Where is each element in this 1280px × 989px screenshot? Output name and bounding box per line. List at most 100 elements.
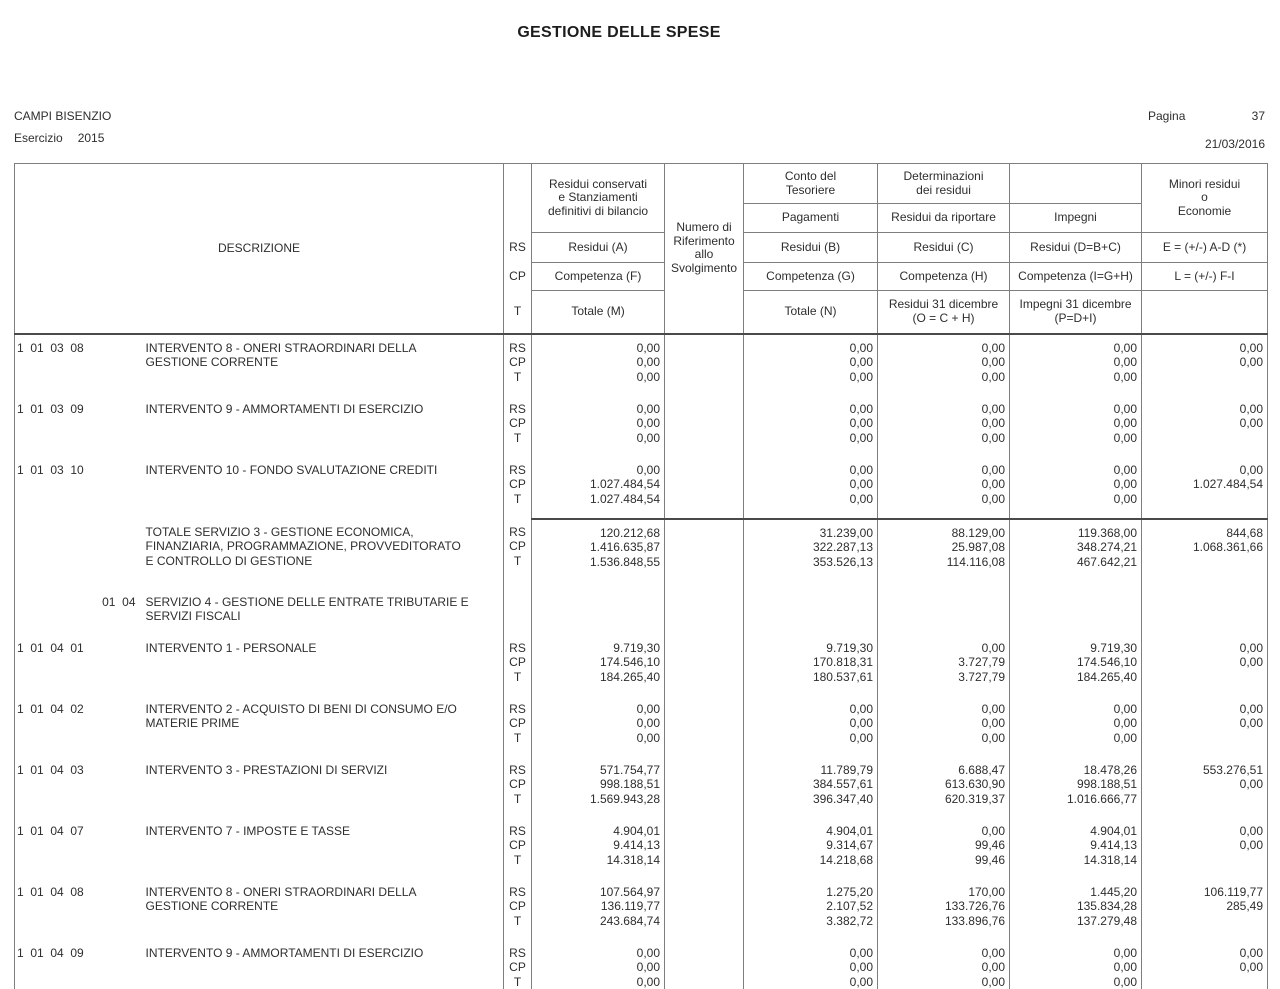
col-b-values: 11.789,79 384.557,61 396.347,40: [743, 756, 878, 818]
col-d-values: 9.719,30 174.546,10 184.265,40: [1009, 634, 1142, 696]
col-b-values: 1.275,20 2.107,52 3.382,72: [743, 878, 878, 940]
header-col-b-cp: Competenza (G): [743, 262, 878, 291]
col-riferimento-cell: [664, 588, 744, 635]
row-description: TOTALE SERVIZIO 3 - GESTIONE ECONOMICA, …: [145, 524, 461, 568]
col-d-values: 0,00 0,00 0,00: [1009, 939, 1142, 989]
table-row: 1 01 04 08 INTERVENTO 8 - ONERI STRAORDIN…: [15, 878, 1268, 940]
header-col-d-rs: Residui (D=B+C): [1009, 232, 1142, 263]
col-riferimento-cell: [664, 939, 744, 989]
row-description: INTERVENTO 9 - AMMORTAMENTI DI ESERCIZIO: [145, 401, 424, 416]
exercise-value: 2015: [77, 131, 105, 145]
col-e-values: 0,00 0,00: [1141, 939, 1268, 989]
row-line-labels: RS CP T: [503, 333, 532, 396]
col-riferimento-cell: [664, 333, 744, 396]
col-b-values: 0,00 0,00 0,00: [743, 456, 878, 519]
header-col-b-title: Conto del Tesoriere: [743, 163, 878, 204]
col-e-values: 106.119,77 285,49: [1141, 878, 1268, 940]
col-c-values: 0,00 3.727,79 3.727,79: [877, 634, 1010, 696]
col-b-values: 9.719,30 170.818,31 180.537,61: [743, 634, 878, 696]
header-col-c-cp: Competenza (H): [877, 262, 1010, 291]
header-col-a-t: Totale (M): [531, 290, 665, 335]
col-a-values: 9.719,30 174.546,10 184.265,40: [531, 634, 665, 696]
header-col-a-rs: Residui (A): [531, 232, 665, 263]
col-c-values: 0,00 0,00 0,00: [877, 333, 1010, 396]
row-description: INTERVENTO 8 - ONERI STRAORDINARI DELLA …: [145, 884, 416, 914]
col-e-values: 844,68 1.068.361,66: [1141, 517, 1268, 589]
row-line-labels: RS CP T: [503, 756, 532, 818]
row-line-labels: RS CP T: [503, 817, 532, 879]
document-title: GESTIONE DELLE SPESE: [517, 24, 721, 41]
col-riferimento-cell: [664, 517, 744, 589]
row-code: 1 01 03 09: [17, 401, 84, 416]
header-t-label: T: [503, 290, 532, 335]
col-c-values: 170,00 133.726,76 133.896,76: [877, 878, 1010, 940]
row-line-labels: [503, 588, 532, 635]
row-code: 1 01 04 01: [17, 640, 84, 655]
col-d-values: 119.368,00 348.274,21 467.642,21: [1009, 517, 1142, 589]
page-number-line: Pagina 37: [1148, 109, 1265, 123]
col-e-values: 0,00 0,00: [1141, 817, 1268, 879]
col-d-values: 1.445,20 135.834,28 137.279,48: [1009, 878, 1142, 940]
col-e-values: 0,00 0,00: [1141, 634, 1268, 696]
page-number-value: 37: [1251, 109, 1265, 123]
exercise-line: Esercizio 2015: [14, 131, 104, 145]
col-a-values: 571.754,77 998.188,51 1.569.943,28: [531, 756, 665, 818]
col-a-values: 0,00 0,00 0,00: [531, 695, 665, 757]
row-description: SERVIZIO 4 - GESTIONE DELLE ENTRATE TRIB…: [145, 594, 469, 624]
col-b-values: 0,00 0,00 0,00: [743, 695, 878, 757]
row-code: 1 01 04 07: [17, 823, 84, 838]
header-col-d-title: [1009, 163, 1142, 204]
row-code: 01 04: [102, 594, 136, 609]
col-a-values: [531, 588, 665, 635]
col-c-values: 6.688,47 613.630,90 620.319,37: [877, 756, 1010, 818]
header-col-d-cp: Competenza (I=G+H): [1009, 262, 1142, 291]
header-col-b-sub: Pagamenti: [743, 203, 878, 233]
row-code: 1 01 03 08: [17, 340, 84, 355]
row-description: INTERVENTO 7 - IMPOSTE E TASSE: [145, 823, 351, 838]
page-number-label: Pagina: [1148, 109, 1186, 123]
header-col-c-sub: Residui da riportare: [877, 203, 1010, 233]
row-line-labels: RS CP T: [503, 939, 532, 989]
col-e-values: 553.276,51 0,00: [1141, 756, 1268, 818]
header-col-d-sub: Impegni: [1009, 203, 1142, 233]
header-col-e-title: Minori residui o Economie: [1141, 163, 1268, 233]
row-line-labels: RS CP T: [503, 878, 532, 940]
header-col-e-t: [1141, 290, 1268, 335]
row-code: 1 01 03 10: [17, 462, 84, 477]
table-row: 1 01 04 02 INTERVENTO 2 - ACQUISTO DI BEN…: [15, 695, 1268, 757]
col-e-values: 0,00 0,00: [1141, 333, 1268, 396]
header-rs-label: RS: [503, 232, 532, 263]
col-a-values: 0,00 0,00 0,00: [531, 395, 665, 457]
header-col-e-rs: E = (+/-) A-D (*): [1141, 232, 1268, 263]
col-b-values: 4.904,01 9.314,67 14.218,68: [743, 817, 878, 879]
col-b-values: [743, 588, 878, 635]
col-e-values: [1141, 588, 1268, 635]
col-riferimento-cell: [664, 456, 744, 519]
col-a-values: 4.904,01 9.414,13 14.318,14: [531, 817, 665, 879]
col-riferimento-cell: [664, 878, 744, 940]
header-col-e-cp: L = (+/-) F-I: [1141, 262, 1268, 291]
col-e-values: 0,00 0,00: [1141, 695, 1268, 757]
header-descrizione: DESCRIZIONE: [14, 163, 504, 335]
row-code: 1 01 04 09: [17, 945, 84, 960]
table-row: 1 01 04 01 INTERVENTO 1 - PERSONALE RS CP T 9…: [15, 634, 1268, 696]
col-c-values: 0,00 0,00 0,00: [877, 456, 1010, 519]
table-row: 1 01 03 10 INTERVENTO 10 - FONDO SVALUTAZ…: [15, 456, 1268, 519]
col-b-values: 0,00 0,00 0,00: [743, 939, 878, 989]
table-row: 1 01 04 03 INTERVENTO 3 - PRESTAZIONI DI …: [15, 756, 1268, 818]
table-header: DESCRIZIONE Residui conservati e Stanzia…: [14, 163, 1268, 335]
col-a-values: 0,00 0,00 0,00: [531, 333, 665, 396]
row-code: [15, 519, 144, 589]
print-date: 21/03/2016: [1204, 137, 1265, 151]
row-code: 1 01 04 08: [17, 884, 84, 899]
col-d-values: 0,00 0,00 0,00: [1009, 695, 1142, 757]
col-riferimento-cell: [664, 756, 744, 818]
header-col-b-rs: Residui (B): [743, 232, 878, 263]
col-c-values: 0,00 99,46 99,46: [877, 817, 1010, 879]
col-a-values: 0,00 1.027.484,54 1.027.484,54: [531, 456, 665, 519]
header-col-d-t: Impegni 31 dicembre (P=D+I): [1009, 290, 1142, 335]
col-d-values: 18.478,26 998.188,51 1.016.666,77: [1009, 756, 1142, 818]
col-d-values: 0,00 0,00 0,00: [1009, 333, 1142, 396]
col-d-values: 0,00 0,00 0,00: [1009, 395, 1142, 457]
